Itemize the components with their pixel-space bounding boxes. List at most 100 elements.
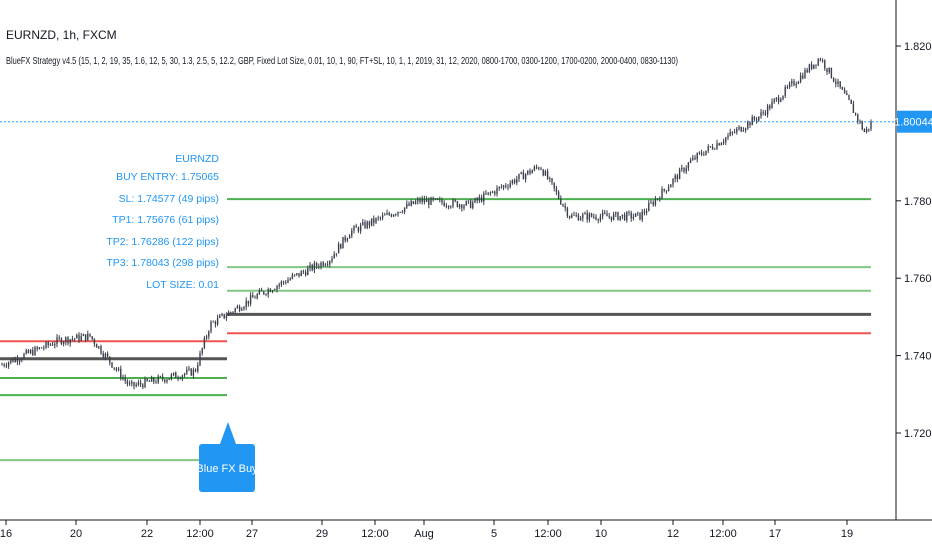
candle-body (84, 334, 87, 341)
candle-body (210, 321, 212, 332)
candle-body (861, 121, 863, 130)
candle-body (524, 174, 527, 180)
buy-signal-label: Blue FX Buy (196, 463, 258, 475)
candle-body (859, 121, 861, 122)
candle-body (296, 273, 298, 275)
candle-body (298, 273, 300, 277)
candle-body (513, 180, 516, 183)
candle-body (177, 378, 179, 379)
candle-body (280, 281, 283, 285)
candle-body (476, 198, 478, 201)
candle-body (159, 376, 162, 378)
candle-body (740, 126, 742, 132)
candle-body (21, 358, 23, 361)
candle-body (219, 315, 221, 318)
candle-body (142, 384, 144, 388)
candle-body (511, 180, 514, 184)
candle-body (190, 368, 192, 376)
info-symbol: EURNZD (175, 153, 219, 165)
candle-body (128, 383, 131, 385)
candle-body (78, 334, 80, 341)
candle-body (293, 274, 296, 276)
candle-body (498, 186, 500, 188)
candle-body (197, 365, 199, 372)
candle-body (533, 166, 536, 171)
candle-body (113, 367, 115, 369)
x-tick-label: 20 (70, 528, 82, 540)
candle-body (846, 93, 848, 96)
candle-body (773, 99, 775, 102)
candle-body (601, 212, 604, 217)
candle-body (509, 183, 511, 188)
candle-body (786, 87, 789, 88)
x-tick-label: 22 (141, 528, 153, 540)
candle-body (32, 350, 34, 356)
candle-body (364, 222, 366, 228)
candle-body (258, 290, 261, 295)
candle-body (302, 271, 305, 273)
x-tick-label: 16 (0, 528, 12, 540)
trade-levels (227, 198, 871, 335)
candle-body (315, 263, 318, 267)
candle-body (863, 129, 866, 133)
candle-body (868, 128, 870, 130)
candle-body (808, 64, 811, 73)
candle-body (434, 198, 437, 200)
candle-body (837, 81, 839, 84)
candle-body (650, 202, 652, 204)
candle-body (771, 101, 773, 109)
candle-body (579, 218, 582, 221)
x-tick-label: 17 (769, 528, 781, 540)
candle-body (333, 254, 335, 259)
candle-body (62, 342, 65, 344)
candle-body (285, 282, 287, 284)
x-tick-label: Aug (414, 528, 434, 540)
candle-body (322, 262, 324, 266)
candle-body (1, 364, 3, 366)
candle-body (192, 369, 195, 376)
candle-body (346, 238, 349, 241)
candle-body (236, 306, 239, 309)
candle-body (795, 83, 797, 86)
candle-body (335, 253, 338, 255)
candle-body (626, 212, 628, 221)
candle-body (175, 372, 177, 379)
candle-body (637, 212, 639, 214)
current-price-label: 1.80044 (894, 117, 932, 129)
candle-body (531, 170, 533, 174)
candle-body (430, 197, 432, 205)
candle-body (392, 214, 395, 217)
candle-body (344, 236, 346, 241)
x-tick-label: 12 (667, 528, 679, 540)
candle-body (821, 60, 824, 62)
candle-body (54, 344, 56, 346)
candle-body (25, 350, 27, 354)
candle-body (683, 167, 685, 172)
candle-body (623, 214, 626, 221)
candle-body (619, 216, 621, 220)
candle-body (249, 295, 252, 304)
candle-body (643, 211, 646, 213)
buy-signal-callout[interactable]: Blue FX Buy (196, 422, 258, 492)
candle-body (843, 89, 846, 94)
candle-body (452, 199, 454, 207)
candle-body (27, 350, 30, 353)
candle-body (678, 169, 681, 180)
candle-body (271, 290, 274, 293)
candle-body (573, 214, 575, 216)
candle-body (824, 60, 826, 69)
candle-body (762, 112, 764, 114)
candle-body (674, 175, 676, 179)
candle-body (505, 185, 507, 187)
candle-body (291, 275, 294, 279)
candle-body (527, 170, 529, 175)
candle-body (120, 368, 122, 379)
candle-body (406, 203, 408, 208)
y-tick-label: 1.76000 (904, 273, 932, 285)
candle-body (804, 69, 806, 79)
candle-body (69, 339, 71, 344)
candle-body (269, 289, 272, 293)
candle-body (23, 353, 25, 359)
candle-body (472, 202, 474, 209)
